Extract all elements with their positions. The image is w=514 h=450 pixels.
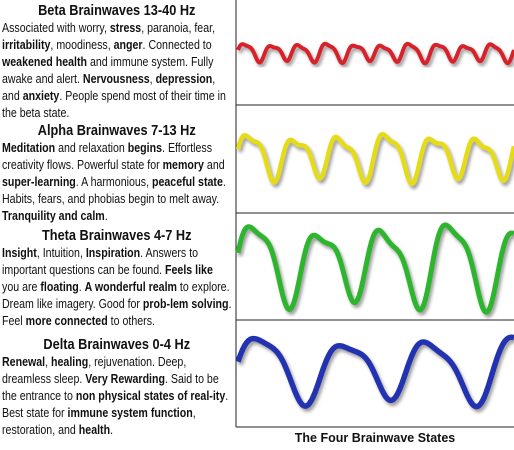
description: Insight, Intuition, Inspiration. Answers…	[2, 245, 232, 330]
text: , and	[2, 72, 216, 103]
bold-text: A wonderful realm	[84, 280, 177, 294]
section: Beta Brainwaves 13-40 Hz Associated with …	[2, 2, 232, 122]
text: . People spend most of their time in the…	[2, 89, 226, 120]
bold-text: anger	[113, 38, 143, 52]
text: , paranoia, fear,	[141, 21, 216, 35]
text: .	[78, 280, 85, 294]
bold-text: prob-lem solving	[142, 297, 229, 311]
bold-text: Very Rewarding	[85, 372, 166, 386]
text: . Best state for	[2, 389, 229, 420]
bold-text: health	[78, 423, 111, 437]
bold-text: begins	[127, 141, 163, 155]
section-title: Beta Brainwaves 13-40 Hz	[38, 2, 196, 19]
text: . Habits, fears, and phobias begin to me…	[2, 175, 226, 206]
text: and immune system. Fully awake and alert…	[2, 55, 214, 86]
bold-text: immune system function	[67, 406, 193, 420]
text: . Said to be the entrance to	[2, 372, 219, 403]
description: Meditation and relaxation begins. Effort…	[2, 140, 232, 225]
bold-text: Inspiration	[85, 246, 141, 260]
section-title: Alpha Brainwaves 7-13 Hz	[37, 122, 196, 139]
bold-text: Tranquility and calm	[2, 209, 105, 223]
text: , Intuition,	[36, 246, 86, 260]
caption: The Four Brainwave States	[294, 431, 456, 445]
section: Delta Brainwaves 0-4 Hz Renewal, healing,…	[2, 336, 232, 439]
bold-text: depression	[155, 72, 213, 86]
bold-text: floating	[40, 280, 79, 294]
wave	[236, 41, 514, 66]
text: ,	[45, 355, 52, 369]
wave	[235, 222, 514, 315]
bold-text: irritability	[2, 38, 51, 52]
bold-text: non physical states of real-ity	[75, 389, 226, 403]
bold-text: Renewal	[2, 355, 46, 369]
bold-text: peaceful state	[151, 175, 223, 189]
section: Alpha Brainwaves 7-13 Hz Meditation and r…	[2, 122, 232, 225]
text: .	[110, 423, 114, 437]
section: Theta Brainwaves 4-7 Hz Insight, Intuitio…	[2, 227, 232, 330]
text: . Feel	[2, 297, 232, 328]
text: and relaxation	[55, 141, 128, 155]
text: ,	[149, 72, 156, 86]
text: to explore. Dream like imagery. Good for	[2, 280, 230, 311]
text: , restoration, and	[2, 406, 196, 437]
wave	[235, 334, 514, 410]
text: . Effortless creativity flows. Powerful …	[2, 141, 213, 172]
description: Associated with worry, stress, paranoia,…	[2, 20, 232, 122]
bold-text: anxiety	[22, 89, 60, 103]
text: . Connected to	[142, 38, 212, 52]
description: Renewal, healing, rejuvenation. Deep, dr…	[2, 354, 232, 439]
bold-text: Insight	[2, 246, 37, 260]
text: . Answers to important questions can be …	[2, 246, 199, 277]
bold-text: healing	[51, 355, 89, 369]
text: to others.	[107, 314, 155, 328]
bold-text: super-learning	[2, 175, 76, 189]
bold-text: stress	[109, 21, 142, 35]
section-title: Delta Brainwaves 0-4 Hz	[43, 336, 191, 353]
text: , rejuvenation. Deep, dreamless sleep.	[2, 355, 187, 386]
wave-panels	[235, 0, 514, 428]
bold-text: weakened health	[2, 55, 88, 69]
wave	[235, 131, 514, 187]
section-title: Theta Brainwaves 4-7 Hz	[41, 227, 192, 244]
text: .	[104, 209, 108, 223]
text: and	[203, 158, 225, 172]
bold-text: memory	[162, 158, 204, 172]
text: you are	[2, 280, 41, 294]
text: . A harmonious,	[75, 175, 152, 189]
bold-text: Meditation	[2, 141, 56, 155]
text: Associated with worry,	[2, 21, 110, 35]
bold-text: Feels like	[165, 263, 213, 277]
bold-text: Nervousness	[82, 72, 150, 86]
bold-text: more connected	[25, 314, 108, 328]
text: , moodiness,	[50, 38, 114, 52]
